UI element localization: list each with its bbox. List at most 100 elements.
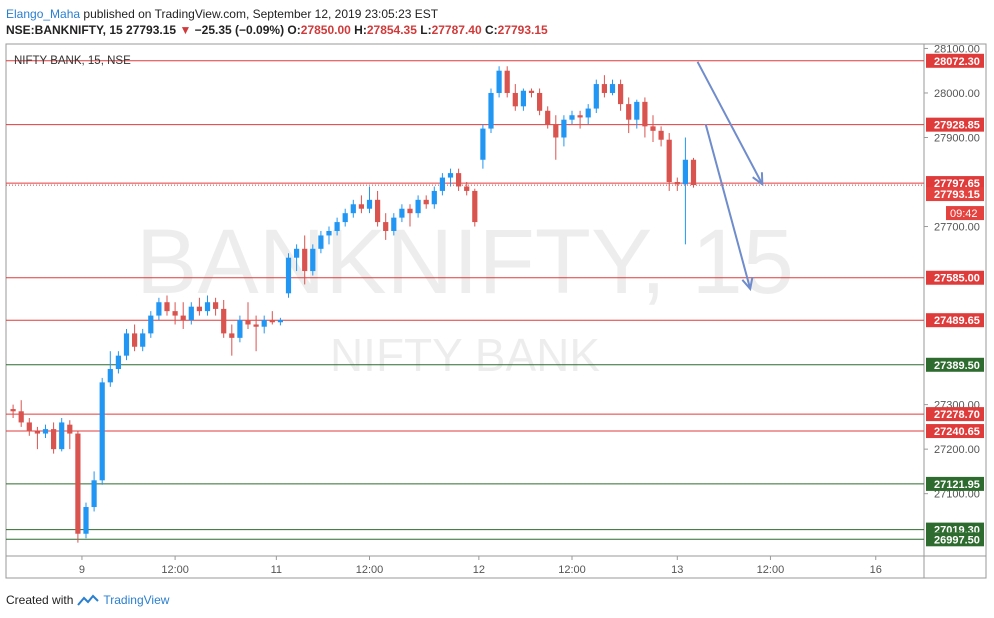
level-price-tag: [926, 476, 984, 491]
candle: [277, 317, 283, 326]
candle-body: [229, 333, 235, 338]
candle-body: [650, 126, 656, 131]
candle: [334, 217, 340, 236]
candles: [10, 66, 697, 543]
candle: [318, 230, 324, 254]
candle-body: [415, 199, 421, 214]
candle-body: [59, 422, 65, 450]
candle: [423, 195, 429, 209]
tradingview-brand-link[interactable]: TradingView: [103, 593, 170, 607]
created-with-text: Created with: [6, 593, 74, 607]
candle: [34, 426, 40, 450]
candle: [342, 208, 348, 227]
level-price-label: 27489.65: [934, 315, 980, 327]
time-tick-label: 11: [271, 564, 282, 576]
candle: [59, 417, 65, 452]
candle: [512, 84, 518, 111]
candle: [585, 104, 591, 125]
candle: [99, 377, 105, 485]
candle: [107, 351, 113, 387]
candle-body: [358, 204, 364, 209]
candle-body: [674, 182, 680, 185]
time-tick-label: 16: [870, 564, 882, 576]
candle-body: [26, 422, 32, 432]
ohlc-row: NSE:BANKNIFTY, 15 27793.15 ▼ −25.35 (−0.…: [6, 22, 986, 38]
candle: [132, 324, 138, 352]
candle-body: [512, 92, 518, 107]
candle-body: [682, 159, 688, 185]
symbol-watermark: BANKNIFTY, 15 NIFTY BANK: [136, 211, 794, 381]
candle: [83, 502, 89, 539]
candle-body: [148, 315, 154, 334]
level-price-label: 27121.95: [934, 479, 980, 491]
candle: [358, 195, 364, 214]
chart-header: Elango_Maha published on TradingView.com…: [6, 6, 986, 38]
candle: [399, 204, 405, 223]
time-tick-label: 9: [79, 564, 85, 576]
candle-body: [204, 302, 211, 312]
trend-arrow-head: [752, 172, 764, 187]
candle-body: [140, 333, 146, 347]
time-axis[interactable]: 9 12:00 11 12:00 12 12:00 13 12:00 16: [79, 556, 882, 576]
candle: [456, 168, 462, 191]
trend-arrow-shaft: [696, 61, 764, 185]
candle: [188, 302, 194, 325]
candle: [569, 110, 575, 125]
candle-body: [666, 139, 672, 183]
open-value: 27850.00: [300, 23, 351, 37]
author-link[interactable]: Elango_Maha: [6, 7, 81, 21]
candle-body: [464, 186, 470, 191]
candle: [480, 124, 486, 169]
candle-body: [334, 222, 340, 231]
countdown-label: 09:42: [950, 208, 978, 220]
candle: [650, 115, 656, 142]
candle-body: [480, 128, 486, 160]
candle: [674, 177, 680, 191]
candle: [285, 253, 292, 298]
candle-body: [253, 324, 259, 327]
candle-body: [642, 101, 648, 127]
candle: [375, 190, 381, 227]
candle-body: [277, 320, 283, 323]
candle: [577, 110, 583, 129]
candle-body: [269, 320, 275, 323]
published-text: published on TradingView.com, September …: [83, 7, 439, 21]
candle-body: [545, 110, 551, 125]
candle-body: [310, 248, 316, 272]
level-price-tag: [926, 176, 984, 191]
candle-body: [577, 115, 583, 118]
candle: [229, 324, 235, 356]
level-price-tag: [926, 357, 984, 372]
candle-body: [391, 217, 397, 231]
candle-body: [42, 429, 49, 434]
trend-arrow-head: [741, 276, 754, 292]
candle-body: [213, 302, 219, 309]
candle: [472, 188, 478, 227]
candle: [553, 115, 559, 160]
trend-arrow: [704, 123, 754, 292]
chart-border: [5, 43, 987, 579]
candle: [253, 315, 259, 352]
candle: [261, 315, 267, 334]
candle: [269, 311, 275, 325]
open-label: O:: [287, 23, 301, 37]
candle: [115, 351, 121, 374]
candle: [75, 431, 81, 543]
price-axis[interactable]: 27100.0027200.0027300.0027700.0027900.00…: [924, 43, 984, 547]
level-price-tag: [926, 117, 984, 132]
time-tick-label: 12:00: [356, 564, 384, 576]
candle: [431, 186, 437, 209]
candle-body: [107, 369, 113, 383]
candle-body: [634, 101, 640, 120]
time-tick-label: 12:00: [161, 564, 189, 576]
candle-body: [618, 84, 624, 105]
candle-body: [593, 84, 599, 109]
trend-arrow-shaft: [704, 123, 752, 290]
candle: [172, 302, 178, 325]
high-value: 27854.35: [366, 23, 417, 37]
low-label: L:: [420, 23, 432, 37]
candle: [237, 315, 243, 343]
level-price-label: 27278.70: [934, 409, 980, 421]
level-price-label: 27928.85: [934, 120, 980, 132]
